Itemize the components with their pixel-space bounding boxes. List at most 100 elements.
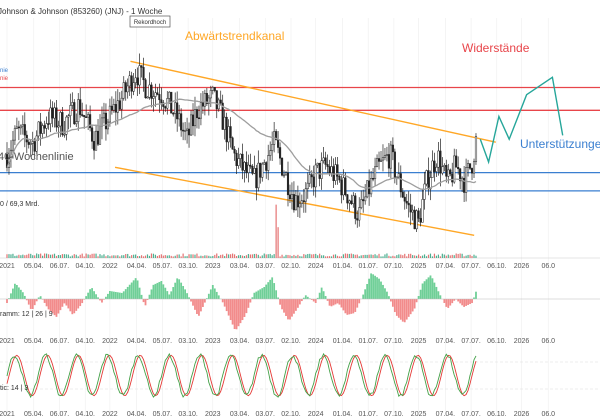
volume-bar-61 bbox=[127, 253, 129, 258]
x-tick-1-19: 06.10. bbox=[487, 338, 507, 345]
volume-bar-154 bbox=[311, 254, 313, 258]
volume-bar-196 bbox=[394, 256, 396, 258]
macd-bar-48 bbox=[101, 299, 103, 303]
candle-body-225 bbox=[451, 173, 454, 183]
candle-body-16 bbox=[37, 121, 40, 137]
macd-bar-204 bbox=[409, 299, 412, 315]
volume-bar-217 bbox=[435, 255, 438, 258]
macd-panel bbox=[0, 273, 600, 330]
candle-body-121 bbox=[245, 162, 248, 173]
macd-bar-75 bbox=[154, 283, 157, 299]
candle-body-64 bbox=[132, 82, 135, 92]
candle-body-96 bbox=[195, 109, 199, 119]
candle-body-162 bbox=[326, 164, 329, 167]
candle-body-74 bbox=[152, 96, 155, 99]
volume-bar-62 bbox=[129, 256, 131, 258]
candle-body-157 bbox=[316, 162, 319, 166]
macd-bar-144 bbox=[291, 299, 293, 317]
volume-bar-185 bbox=[372, 254, 374, 258]
macd-bar-196 bbox=[393, 299, 396, 313]
x-tick-2-20: 2026 bbox=[514, 411, 530, 418]
candle-body-204 bbox=[409, 204, 412, 213]
macd-bar-209 bbox=[419, 289, 422, 299]
macd-bar-149 bbox=[300, 299, 303, 302]
volume-bar-174 bbox=[350, 253, 352, 258]
candle-body-186 bbox=[374, 166, 377, 179]
macd-bar-192 bbox=[386, 291, 388, 299]
volume-bar-63 bbox=[131, 255, 133, 258]
candle-body-7 bbox=[19, 125, 22, 129]
volume-bar-236 bbox=[473, 254, 475, 258]
macd-bar-82 bbox=[168, 294, 171, 299]
macd-bar-218 bbox=[437, 291, 440, 299]
volume-bar-47 bbox=[99, 254, 101, 258]
macd-bar-69 bbox=[142, 299, 145, 303]
candle-body-5 bbox=[15, 126, 18, 129]
macd-bar-237 bbox=[475, 291, 477, 299]
macd-bar-38 bbox=[81, 299, 84, 304]
volume-bar-7 bbox=[20, 255, 22, 258]
candle-body-29 bbox=[63, 134, 66, 136]
volume-bar-188 bbox=[378, 253, 380, 258]
candle-body-3 bbox=[11, 139, 14, 151]
macd-bar-43 bbox=[91, 288, 93, 299]
candle-body-125 bbox=[253, 168, 256, 174]
candle-body-55 bbox=[114, 104, 117, 113]
volume-bar-44 bbox=[93, 253, 95, 258]
volume-bar-38 bbox=[81, 253, 83, 258]
volume-bar-35 bbox=[75, 254, 77, 258]
macd-bar-148 bbox=[298, 299, 301, 305]
volume-bar-72 bbox=[148, 255, 151, 258]
macd-label: ramm: 12 | 26 | 9 bbox=[0, 311, 53, 318]
volume-bar-91 bbox=[186, 256, 188, 258]
macd-bar-30 bbox=[65, 299, 68, 306]
volume-bar-85 bbox=[174, 255, 176, 258]
volume-bar-92 bbox=[188, 254, 190, 258]
macd-bar-194 bbox=[389, 299, 392, 302]
x-tick-2-2: 06.07. bbox=[50, 411, 70, 418]
macd-bar-202 bbox=[405, 299, 408, 320]
candle-body-4 bbox=[13, 128, 16, 141]
candle-body-40 bbox=[85, 116, 88, 118]
x-tick-1-14: 01.07. bbox=[358, 338, 378, 345]
volume-bar-235 bbox=[471, 256, 473, 258]
volume-bar-94 bbox=[192, 254, 194, 258]
candle-body-14 bbox=[33, 141, 36, 152]
channel-upper bbox=[130, 60, 496, 143]
macd-bar-190 bbox=[382, 284, 384, 299]
macd-bar-101 bbox=[205, 298, 208, 299]
macd-bar-206 bbox=[413, 299, 416, 309]
candle-body-227 bbox=[455, 155, 458, 168]
macd-bar-120 bbox=[243, 299, 246, 317]
macd-bar-197 bbox=[395, 299, 398, 316]
macd-bar-15 bbox=[35, 299, 38, 302]
stoch-signal-line bbox=[6, 354, 477, 397]
macd-bar-5 bbox=[15, 285, 18, 299]
macd-bar-85 bbox=[174, 282, 177, 299]
macd-bar-99 bbox=[202, 299, 204, 307]
candle-body-87 bbox=[178, 113, 181, 120]
volume-bar-110 bbox=[224, 256, 226, 258]
macd-bar-22 bbox=[49, 299, 52, 312]
volume-bar-102 bbox=[208, 255, 210, 258]
candle-body-30 bbox=[65, 116, 68, 135]
candle-body-233 bbox=[467, 163, 470, 168]
x-tick-1-21: 06.0 bbox=[541, 338, 555, 345]
candle-body-221 bbox=[443, 165, 446, 167]
resistance-label: Widerstände bbox=[462, 41, 530, 55]
macd-bar-91 bbox=[186, 293, 188, 299]
volume-bar-202 bbox=[406, 256, 408, 258]
volume-bar-4 bbox=[14, 255, 16, 258]
macd-bar-151 bbox=[304, 295, 307, 299]
macd-bar-180 bbox=[362, 294, 365, 299]
macd-bar-147 bbox=[296, 299, 299, 308]
mini-label-2: nie bbox=[0, 76, 9, 82]
candle-body-8 bbox=[21, 124, 24, 127]
x-tick-0-20: 2026 bbox=[514, 263, 530, 270]
macd-bar-195 bbox=[391, 299, 394, 307]
volume-bar-99 bbox=[202, 255, 204, 258]
channel-label: Abwärtstrendkanal bbox=[185, 29, 284, 43]
volume-bar-88 bbox=[180, 256, 182, 258]
candle-body-213 bbox=[427, 170, 430, 190]
candle-body-149 bbox=[300, 200, 303, 205]
